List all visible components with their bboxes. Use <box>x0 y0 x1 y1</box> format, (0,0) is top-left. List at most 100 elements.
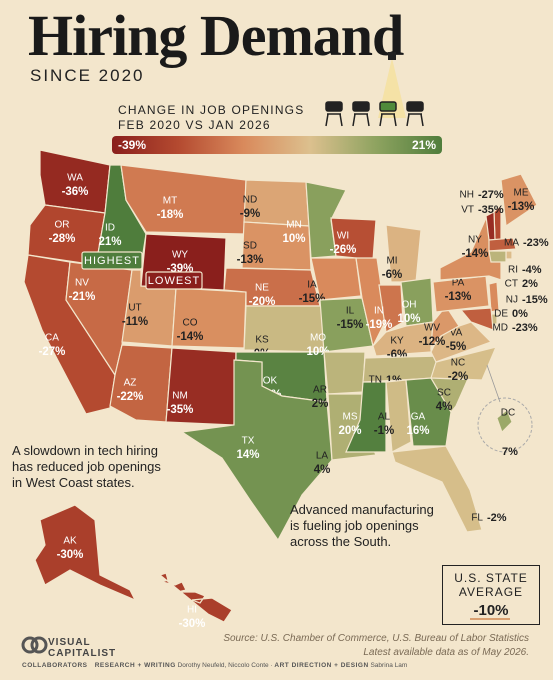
state-code: MO <box>310 333 326 344</box>
state <box>27 204 106 266</box>
state-code: AK <box>63 536 77 547</box>
source-note: Latest available data as of May 2026. <box>363 647 529 658</box>
state-code: AR <box>313 385 327 396</box>
state-value: 4% <box>314 464 331 476</box>
state-code: MN <box>286 220 302 231</box>
legend-subtitle: FEB 2020 VS JAN 2026 <box>118 118 271 132</box>
state <box>488 281 500 313</box>
state-code: HI <box>187 605 197 616</box>
state-code: WV <box>424 323 440 334</box>
state <box>488 237 517 252</box>
state-value: -15% <box>337 319 364 331</box>
state-code: FL <box>471 513 483 524</box>
state-code: TN <box>369 375 382 386</box>
state-code: VA <box>450 328 463 339</box>
state-value: -18% <box>157 209 184 221</box>
chairs-icon <box>325 52 424 127</box>
state <box>355 257 387 348</box>
credits: COLLABORATORS RESEARCH + WRITING Dorothy… <box>22 662 408 669</box>
state-code: NV <box>75 278 89 289</box>
state-value: -30% <box>57 549 84 561</box>
state-code: OH <box>402 300 417 311</box>
state <box>459 307 494 331</box>
state-value: -27% <box>478 189 504 201</box>
state <box>34 504 137 602</box>
state-code: UT <box>128 303 141 314</box>
state-code: KS <box>255 335 269 346</box>
average-title: U.S. STATE AVERAGE <box>454 571 528 599</box>
state-value: -22% <box>117 391 144 403</box>
state-code: OK <box>263 376 278 387</box>
state-value: -5% <box>446 341 466 353</box>
state-code: DC <box>501 408 515 419</box>
credit-role: ART DIRECTION + DESIGN <box>274 662 369 669</box>
state-value: -36% <box>62 186 89 198</box>
state-value: -9% <box>240 208 260 220</box>
state-code: CO <box>183 318 198 329</box>
state-code: MD <box>492 323 508 334</box>
state-code: WY <box>172 250 188 261</box>
state-code: NC <box>451 358 465 369</box>
state-value: -15% <box>299 293 326 305</box>
state-code: SD <box>243 241 257 252</box>
state <box>158 572 233 623</box>
state-value: -13% <box>445 291 472 303</box>
badge-box <box>81 251 143 270</box>
state-code: MT <box>163 196 177 207</box>
state-code: ID <box>105 223 115 234</box>
state-code: NJ <box>506 295 518 306</box>
state-value: 4% <box>436 401 453 413</box>
state-value: -28% <box>49 233 76 245</box>
badge-label: LOWEST <box>148 275 200 287</box>
average-value: -10% <box>473 602 509 619</box>
state <box>109 344 173 423</box>
state-code: IA <box>307 280 317 291</box>
state-code: NM <box>172 391 188 402</box>
state-code: AL <box>378 412 391 423</box>
state <box>345 381 387 453</box>
state-value: -30% <box>179 618 206 630</box>
state-value: -13% <box>237 254 264 266</box>
state-code: AZ <box>124 378 137 389</box>
logo: VISUAL CAPITALIST <box>48 637 117 659</box>
state <box>405 377 452 447</box>
title: Hiring Demand <box>28 3 404 68</box>
state-code: MI <box>386 256 397 267</box>
state-value: -12% <box>419 336 446 348</box>
state <box>505 250 513 260</box>
state-code: NE <box>255 283 269 294</box>
state-code: CT <box>505 279 518 290</box>
annotation: Advanced manufacturing is fueling job op… <box>290 502 434 549</box>
state-code: ME <box>514 188 529 199</box>
badge-box <box>145 271 203 290</box>
credit-names: Dorothy Neufeld, Niccolo Conte <box>177 662 269 669</box>
state <box>488 250 507 263</box>
state-value: 0% <box>512 308 528 320</box>
state-value: -35% <box>167 404 194 416</box>
state <box>430 346 498 381</box>
state <box>120 164 247 235</box>
state-value: 2% <box>522 278 538 290</box>
state-code: PA <box>452 278 465 289</box>
state-value: -2% <box>487 512 507 524</box>
state-value: 14% <box>236 449 259 461</box>
state-value: -2% <box>448 371 468 383</box>
state-value: -13% <box>508 201 535 213</box>
state-value: -14% <box>177 331 204 343</box>
state-code: KY <box>390 336 404 347</box>
state-code: IN <box>374 306 384 317</box>
state-value: -23% <box>523 237 549 249</box>
legend-title: CHANGE IN JOB OPENINGS <box>118 103 305 117</box>
state-value: -4% <box>522 264 542 276</box>
state-value: -15% <box>522 294 548 306</box>
state-code: IL <box>346 306 355 317</box>
state-value: -27% <box>39 346 66 358</box>
state-code: DE <box>494 309 508 320</box>
state-code: NH <box>460 190 474 201</box>
annotation: A slowdown in tech hiring has reduced jo… <box>12 443 161 490</box>
state-value: 10% <box>282 233 305 245</box>
state <box>378 284 404 333</box>
subtitle: SINCE 2020 <box>30 66 145 85</box>
